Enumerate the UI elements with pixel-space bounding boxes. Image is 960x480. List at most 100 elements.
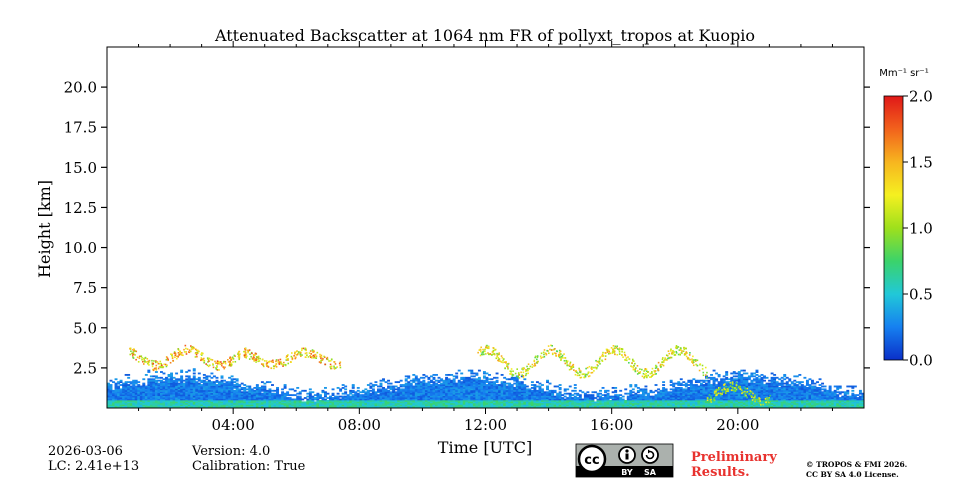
- heatmap-cell: [258, 402, 262, 405]
- heatmap-cell: [679, 395, 683, 398]
- heatmap-cell: [424, 392, 428, 395]
- heatmap-cell: [324, 392, 327, 395]
- heatmap-cell: [699, 397, 703, 399]
- heatmap-cell: [185, 399, 189, 402]
- heatmap-cell: [129, 405, 133, 408]
- heatmap-cell: [475, 392, 479, 395]
- heatmap-cell: [399, 384, 403, 386]
- heatmap-cell: [684, 402, 688, 405]
- heatmap-cell: [151, 359, 153, 362]
- heatmap-cell: [349, 401, 353, 404]
- heatmap-cell: [599, 399, 602, 402]
- heatmap-cell: [510, 402, 514, 405]
- heatmap-cell: [225, 395, 229, 398]
- heatmap-cell: [316, 397, 320, 399]
- heatmap-cell: [785, 392, 789, 395]
- heatmap-cell: [382, 379, 385, 382]
- heatmap-cell: [755, 389, 759, 392]
- heatmap-cell: [674, 404, 678, 407]
- heatmap-cell: [429, 401, 433, 404]
- heatmap-cell: [422, 388, 426, 391]
- heatmap-cell: [826, 391, 830, 394]
- heatmap-cell: [376, 389, 380, 392]
- heatmap-cell: [578, 402, 582, 405]
- heatmap-cell: [500, 384, 504, 386]
- heatmap-cell: [263, 391, 267, 394]
- heatmap-cell: [268, 399, 272, 402]
- heatmap-cell: [674, 398, 678, 401]
- heatmap-cell: [230, 382, 234, 385]
- heatmap-cell: [414, 382, 418, 385]
- heatmap-cell: [725, 382, 729, 385]
- heatmap-cell: [147, 369, 151, 372]
- heatmap-cell: [735, 382, 739, 385]
- heatmap-cell: [265, 402, 269, 405]
- heatmap-cell: [823, 404, 827, 407]
- heatmap-cell: [591, 397, 595, 399]
- heatmap-cell: [826, 397, 830, 399]
- heatmap-cell: [634, 404, 638, 407]
- heatmap-cell: [211, 359, 214, 361]
- heatmap-cell: [207, 402, 211, 405]
- heatmap-cell: [195, 384, 199, 386]
- heatmap-cell: [159, 398, 163, 401]
- heatmap-cell: [679, 394, 683, 397]
- heatmap-cell: [148, 364, 150, 366]
- heatmap-cell: [616, 404, 620, 407]
- heatmap-cell: [798, 388, 802, 391]
- heatmap-cell: [384, 402, 388, 405]
- heatmap-cell: [122, 385, 126, 388]
- heatmap-cell: [821, 397, 825, 399]
- heatmap-cell: [750, 379, 754, 382]
- heatmap-cell: [250, 405, 254, 408]
- heatmap-cell: [763, 388, 766, 391]
- heatmap-cell: [462, 384, 466, 386]
- heatmap-cell: [465, 378, 469, 381]
- heatmap-cell: [134, 392, 138, 395]
- heatmap-cell: [195, 404, 199, 407]
- heatmap-cell: [293, 404, 297, 407]
- heatmap-cell: [283, 384, 287, 386]
- heatmap-cell: [788, 392, 792, 395]
- heatmap-cell: [187, 392, 191, 395]
- heatmap-cell: [737, 405, 741, 408]
- heatmap-cell: [172, 389, 176, 392]
- heatmap-cell: [223, 398, 226, 401]
- heatmap-cell: [571, 397, 575, 399]
- heatmap-cell: [747, 399, 751, 402]
- heatmap-cell: [672, 399, 676, 402]
- heatmap-cell: [664, 398, 668, 401]
- heatmap-cell: [301, 349, 303, 352]
- heatmap-cell: [662, 398, 666, 401]
- heatmap-cell: [543, 402, 547, 405]
- heatmap-cell: [206, 364, 209, 367]
- heatmap-cell: [276, 398, 279, 401]
- heatmap-cell: [667, 397, 671, 399]
- heatmap-cell: [225, 391, 229, 394]
- heatmap-cell: [576, 404, 580, 407]
- heatmap-cell: [780, 381, 784, 384]
- heatmap-cell: [518, 394, 522, 397]
- heatmap-cell: [243, 397, 247, 399]
- heatmap-cell: [404, 405, 408, 408]
- heatmap-cell: [201, 358, 203, 361]
- heatmap-cell: [737, 404, 741, 407]
- heatmap-cell: [139, 395, 143, 398]
- heatmap-cell: [652, 395, 655, 398]
- heatmap-cell: [369, 397, 373, 399]
- heatmap-cell: [793, 405, 797, 408]
- heatmap-cell: [831, 394, 835, 397]
- heatmap-cell: [518, 391, 522, 394]
- heatmap-cell: [500, 381, 504, 384]
- heatmap-cell: [508, 402, 512, 405]
- heatmap-cell: [387, 386, 391, 389]
- heatmap-cell: [667, 405, 671, 408]
- heatmap-cell: [505, 404, 509, 407]
- heatmap-cell: [132, 391, 136, 394]
- heatmap-cell: [788, 397, 792, 399]
- heatmap-cell: [626, 397, 630, 399]
- heatmap-cell: [306, 395, 310, 398]
- heatmap-cell: [107, 404, 110, 407]
- heatmap-cell: [139, 404, 143, 407]
- heatmap-cell: [836, 399, 840, 402]
